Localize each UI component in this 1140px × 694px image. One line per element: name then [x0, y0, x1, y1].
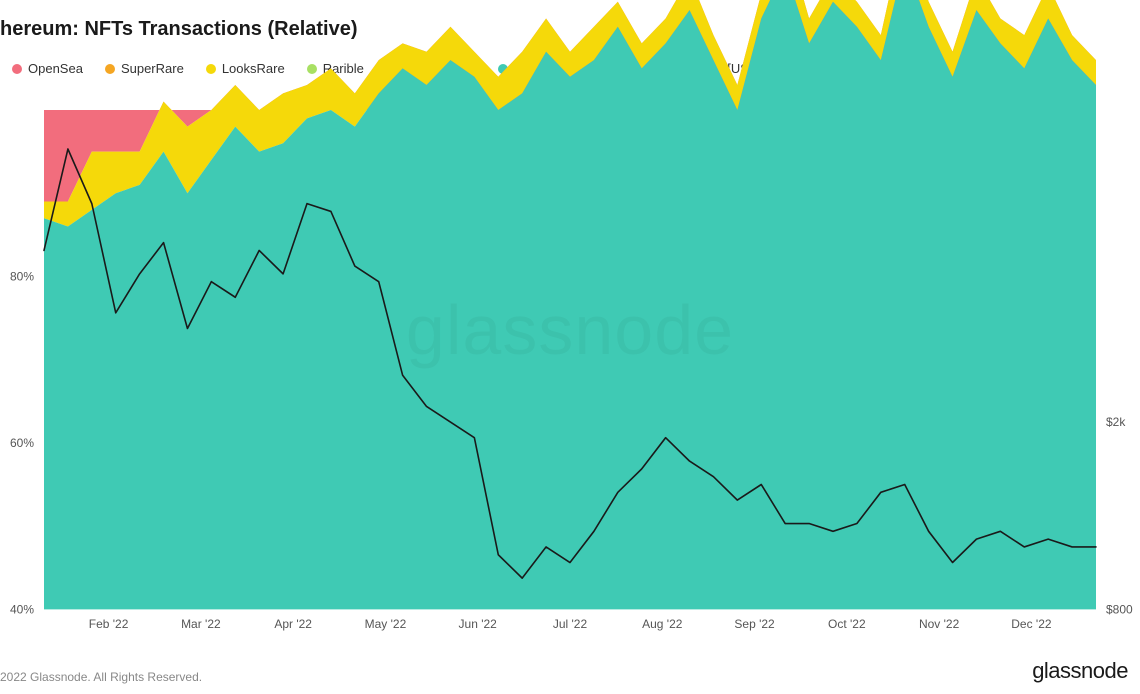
svg-text:Sep '22: Sep '22: [734, 617, 775, 631]
svg-text:60%: 60%: [10, 436, 34, 450]
svg-text:80%: 80%: [10, 269, 34, 283]
svg-text:$800: $800: [1106, 602, 1133, 616]
legend-swatch: [12, 64, 22, 74]
svg-text:Oct '22: Oct '22: [828, 617, 866, 631]
legend-swatch: [307, 64, 317, 74]
svg-text:Dec '22: Dec '22: [1011, 617, 1052, 631]
svg-text:Apr '22: Apr '22: [274, 617, 312, 631]
chart-area: glassnode 40%60%80%$800$2kFeb '22Mar '22…: [40, 110, 1100, 634]
svg-text:Feb '22: Feb '22: [89, 617, 129, 631]
svg-text:May '22: May '22: [365, 617, 407, 631]
legend-label: OpenSea: [28, 61, 83, 76]
legend-swatch: [105, 64, 115, 74]
copyright-text: 2022 Glassnode. All Rights Reserved.: [0, 670, 202, 684]
legend-item[interactable]: OpenSea: [12, 61, 83, 76]
svg-text:$2k: $2k: [1106, 415, 1126, 429]
svg-text:Mar '22: Mar '22: [181, 617, 221, 631]
legend-item[interactable]: LooksRare: [206, 61, 285, 76]
svg-text:Nov '22: Nov '22: [919, 617, 960, 631]
legend-item[interactable]: SuperRare: [105, 61, 184, 76]
svg-text:40%: 40%: [10, 602, 34, 616]
svg-text:Aug '22: Aug '22: [642, 617, 683, 631]
svg-text:Jul '22: Jul '22: [553, 617, 588, 631]
brand-logo: glassnode: [1032, 658, 1128, 684]
legend-swatch: [206, 64, 216, 74]
chart-footer: 2022 Glassnode. All Rights Reserved. gla…: [0, 658, 1128, 684]
legend-label: LooksRare: [222, 61, 285, 76]
svg-text:Jun '22: Jun '22: [459, 617, 498, 631]
legend-label: SuperRare: [121, 61, 184, 76]
chart-svg: 40%60%80%$800$2kFeb '22Mar '22Apr '22May…: [40, 110, 1100, 634]
